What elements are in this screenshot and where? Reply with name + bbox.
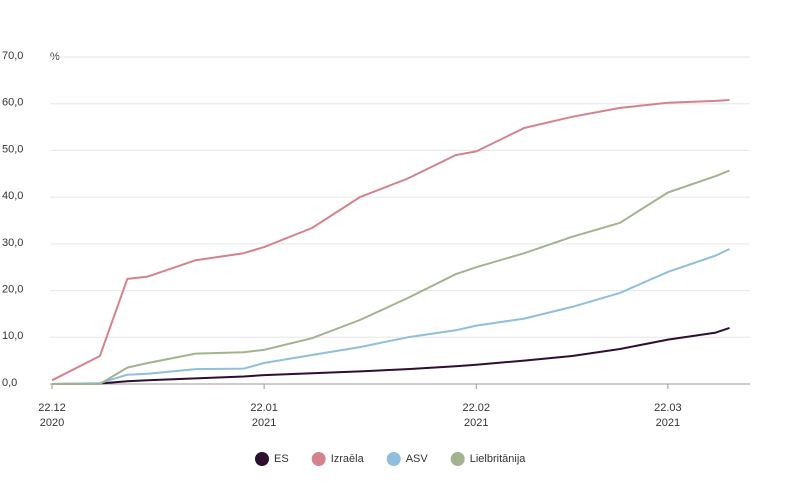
y-tick-label: 70,0: [2, 50, 23, 62]
legend-marker: [311, 452, 326, 466]
y-tick-label: 30,0: [2, 237, 23, 249]
legend-label: Izraēla: [331, 453, 365, 465]
x-tick-label: 22.02 2021: [462, 402, 491, 429]
y-tick-label: 60,0: [2, 97, 23, 109]
legend-label: ASV: [406, 453, 429, 465]
legend-marker: [255, 452, 269, 466]
y-tick-label: 20,0: [2, 283, 23, 295]
series-line: [51, 99, 730, 382]
series-line: [51, 326, 730, 385]
legend-marker: [450, 452, 465, 466]
y-tick-label: 10,0: [2, 330, 23, 342]
y-tick-label: 0,0: [2, 377, 17, 389]
series-line: [51, 248, 730, 385]
legend-label: Lielbritānija: [470, 453, 527, 465]
x-tick-label: 22.12 2020: [38, 402, 66, 429]
legend-marker: [386, 452, 401, 466]
y-tick-label: 40,0: [2, 190, 23, 202]
legend-label: ES: [274, 453, 289, 465]
x-tick-label: 22.03 2021: [654, 402, 682, 429]
y-tick-label: 50,0: [2, 143, 23, 155]
series-line: [52, 169, 730, 385]
x-tick-label: 22.01 2021: [250, 402, 278, 429]
